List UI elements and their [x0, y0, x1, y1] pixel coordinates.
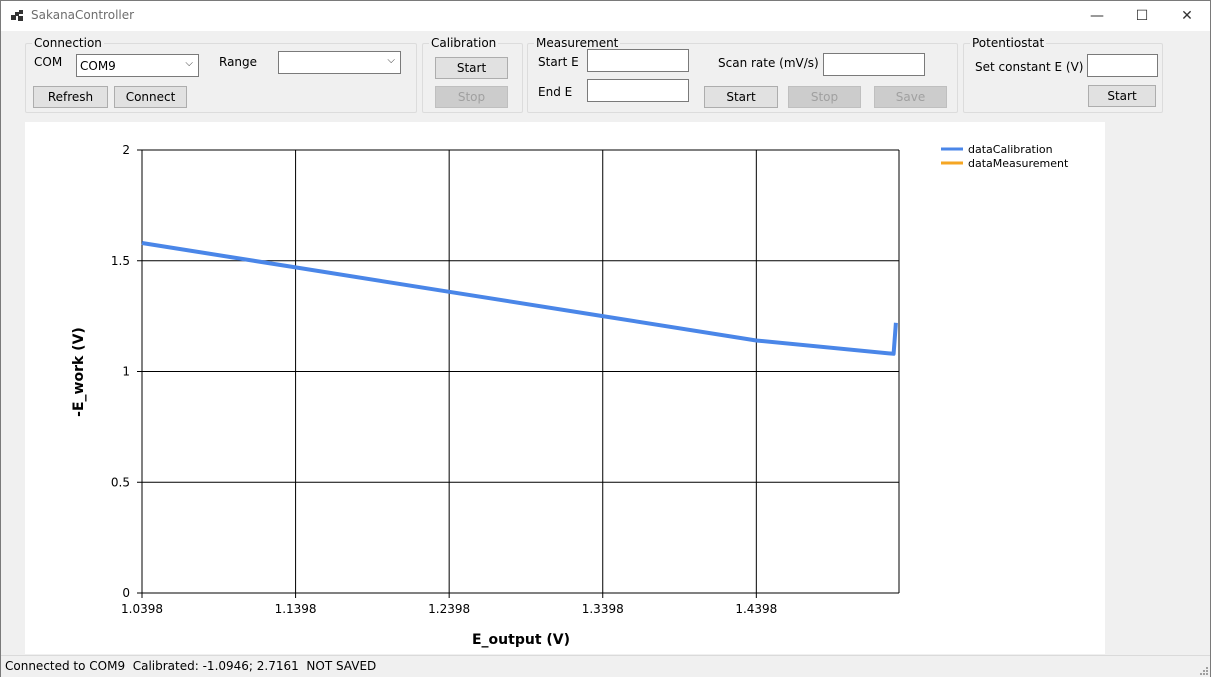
measurement-save-button[interactable]: Save: [874, 86, 947, 108]
start-e-label: Start E: [538, 55, 579, 69]
x-tick-label: 1.2398: [428, 602, 470, 616]
y-tick-label: 1.5: [111, 254, 130, 268]
connect-button[interactable]: Connect: [114, 86, 187, 108]
measurement-start-button[interactable]: Start: [704, 86, 778, 108]
y-tick-label: 2: [122, 143, 130, 157]
calibration-stop-button[interactable]: Stop: [435, 86, 508, 108]
x-tick-label: 1.1398: [275, 602, 317, 616]
com-select[interactable]: COM9 ⌵: [76, 54, 199, 77]
status-bar: Connected to COM9 Calibrated: -1.0946; 2…: [1, 655, 1210, 677]
maximize-icon: ☐: [1135, 8, 1149, 24]
y-axis-label: -E_work (V): [71, 327, 87, 417]
x-axis-label: E_output (V): [472, 632, 570, 648]
x-tick-label: 1.3398: [582, 602, 624, 616]
y-tick-label: 1: [122, 365, 130, 379]
measurement-group-label: Measurement: [534, 36, 621, 50]
title-bar[interactable]: SakanaController — ☐ ✕: [1, 1, 1210, 31]
measurement-group: Measurement Start E End E Scan rate (mV/…: [527, 36, 958, 113]
end-e-label: End E: [538, 85, 573, 99]
chevron-down-icon: ⌵: [185, 58, 193, 69]
potentiostat-group: Potentiostat Set constant E (V) Start: [963, 36, 1163, 113]
range-select[interactable]: ⌵: [278, 51, 401, 74]
legend-entry: dataCalibration: [968, 143, 1053, 156]
calibration-group-label: Calibration: [429, 36, 499, 50]
series-dataCalibration: [141, 241, 898, 356]
x-tick-label: 1.0398: [121, 602, 163, 616]
calibration-group: Calibration Start Stop: [422, 36, 523, 113]
minimize-icon: —: [1090, 8, 1104, 24]
set-constant-e-label: Set constant E (V): [975, 60, 1084, 74]
connection-group-label: Connection: [32, 36, 104, 50]
y-tick-label: 0.5: [111, 475, 130, 489]
app-icon: [11, 10, 23, 22]
com-label: COM: [34, 55, 63, 69]
connection-group: Connection COM COM9 ⌵ Range ⌵ Refresh Co…: [25, 36, 417, 113]
minimize-button[interactable]: —: [1074, 1, 1120, 31]
potentiostat-start-button[interactable]: Start: [1088, 85, 1156, 107]
refresh-button[interactable]: Refresh: [33, 86, 108, 108]
calibration-start-button[interactable]: Start: [435, 57, 508, 79]
legend-entry: dataMeasurement: [968, 157, 1069, 170]
scan-rate-input[interactable]: [823, 53, 925, 76]
range-label: Range: [219, 55, 258, 69]
measurement-stop-button[interactable]: Stop: [788, 86, 861, 108]
maximize-button[interactable]: ☐: [1119, 1, 1165, 31]
line-chart: 1.0398 1.1398 1.2398 1.3398 1.439800.511.52 …: [71, 143, 1069, 648]
x-tick-label: 1.4398: [735, 602, 777, 616]
scan-rate-label: Scan rate (mV/s): [718, 56, 819, 70]
start-e-input[interactable]: [587, 49, 689, 72]
window-title: SakanaController: [31, 8, 135, 22]
y-tick-label: 0: [122, 586, 130, 600]
com-select-value: COM9: [80, 59, 116, 73]
set-constant-e-input[interactable]: [1087, 54, 1158, 77]
potentiostat-group-label: Potentiostat: [970, 36, 1047, 50]
chart-area[interactable]: 1.0398 1.1398 1.2398 1.3398 1.4398 0 0.5 1 1.5 2 …: [25, 122, 1105, 654]
resize-grip-icon[interactable]: [1198, 665, 1208, 675]
chevron-down-icon: ⌵: [387, 55, 395, 66]
status-text: Connected to COM9 Calibrated: -1.0946; 2…: [5, 659, 377, 673]
end-e-input[interactable]: [587, 79, 689, 102]
close-icon: ✕: [1181, 8, 1193, 24]
close-button[interactable]: ✕: [1164, 1, 1210, 31]
